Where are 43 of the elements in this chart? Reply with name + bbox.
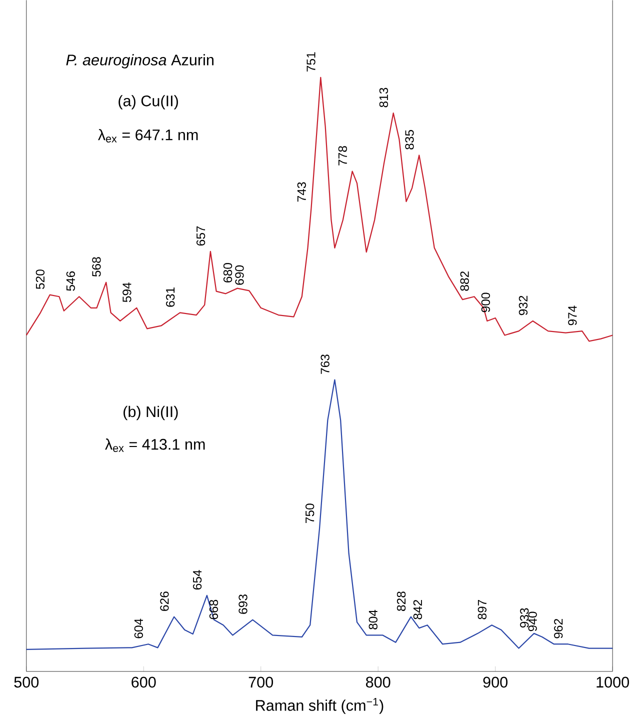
annotation: λ$_{ex}$ = 413.1 nm [105, 438, 205, 452]
annotation: 813 [380, 88, 388, 108]
x-axis-title: Raman shift (cm$^{−1}$) [256, 698, 384, 714]
x-tick-label: 800 [366, 676, 390, 688]
annotation: 828 [397, 592, 406, 611]
x-tick-label: 600 [132, 676, 156, 688]
annotation: 900 [482, 292, 490, 312]
annotation: 842 [414, 600, 422, 620]
annotation: 835 [405, 130, 414, 150]
annotation: 743 [297, 182, 306, 202]
x-tick-label: 900 [483, 676, 508, 688]
annotation: 804 [368, 610, 378, 630]
annotation: 933 [520, 608, 529, 628]
annotation: 594 [122, 282, 132, 302]
x-tick-label: 700 [249, 676, 274, 688]
annotation: 546 [66, 271, 76, 291]
annotation: 751 [306, 52, 316, 72]
annotation: 626 [160, 592, 169, 611]
annotation: 750 [306, 504, 314, 523]
annotation: (a) Cu(II) [118, 95, 178, 110]
x-tick-label: 1000 [596, 676, 630, 688]
annotation: 690 [235, 265, 244, 285]
annotation: 693 [238, 594, 248, 614]
annotation: 604 [134, 618, 144, 638]
x-tick-label: 500 [14, 676, 39, 688]
annotation: 568 [92, 257, 101, 277]
annotation: 940 [528, 612, 538, 632]
annotation: 962 [554, 618, 563, 638]
annotation: λ$_{ex}$ = 647.1 nm [98, 129, 198, 142]
annotation: 657 [196, 226, 206, 246]
annotation: 882 [460, 271, 470, 291]
annotation: 763 [320, 354, 330, 374]
annotation: 778 [338, 146, 348, 166]
chart-title: P. aeuroginosa Azurin [66, 54, 214, 68]
annotation: 897 [478, 600, 487, 620]
annotation: 680 [224, 263, 232, 282]
annotation: 668 [210, 600, 218, 620]
annotation: 654 [193, 570, 202, 590]
annotation: 520 [36, 270, 45, 290]
annotation: 974 [568, 306, 577, 326]
annotation: 932 [519, 296, 528, 316]
annotation: 631 [166, 288, 175, 307]
annotation: (b) Ni(II) [124, 406, 178, 420]
